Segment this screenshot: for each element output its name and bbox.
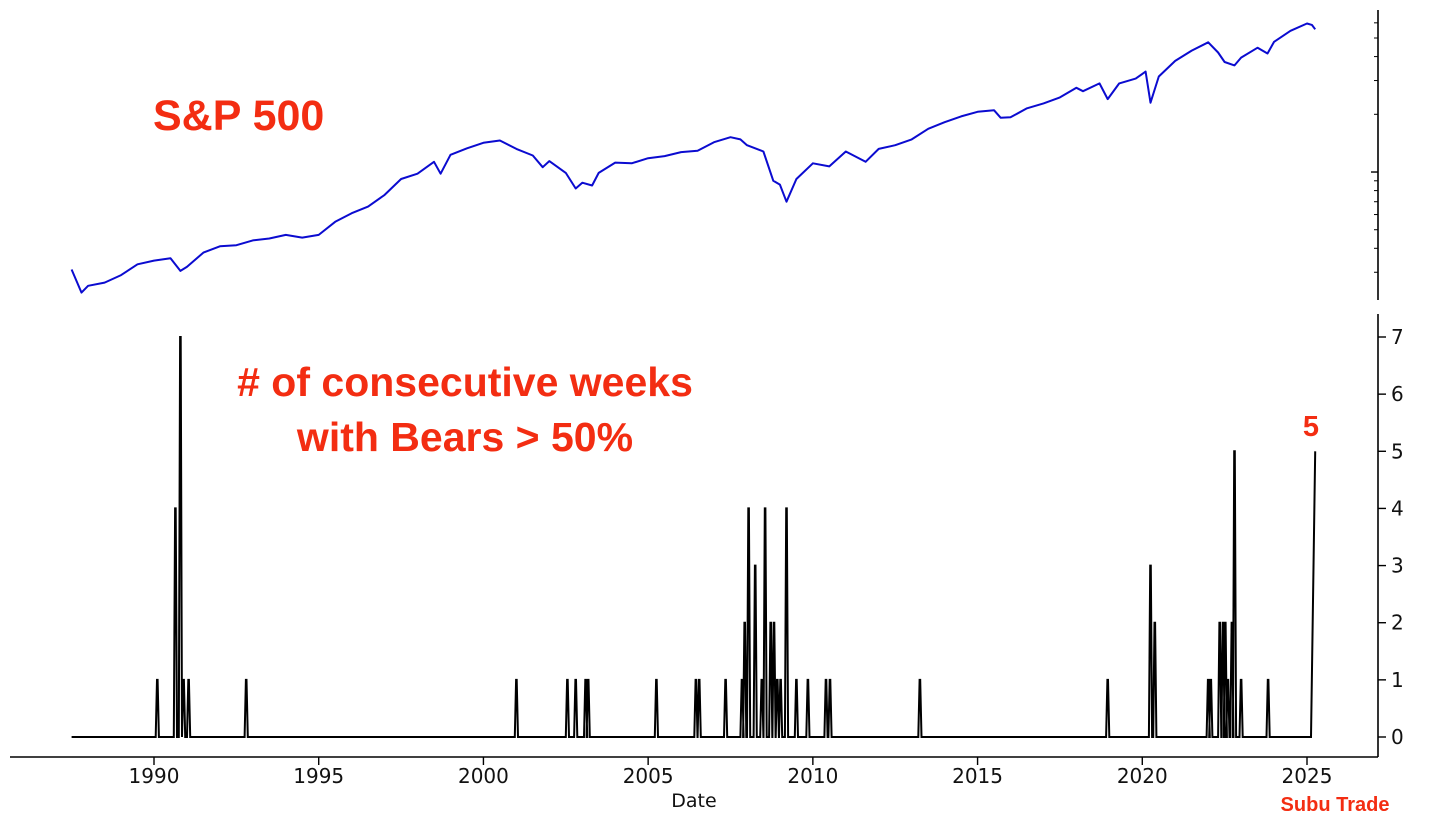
watermark: Subu Trade bbox=[1281, 794, 1390, 816]
sp500-title: S&P 500 bbox=[153, 92, 324, 140]
y-tick-label: 7 bbox=[1391, 325, 1404, 349]
x-tick-label: 2005 bbox=[623, 764, 674, 788]
sp500-line bbox=[70, 22, 1316, 294]
y-tick-label: 6 bbox=[1391, 382, 1404, 406]
x-tick-label: 1990 bbox=[129, 764, 180, 788]
sp500-panel bbox=[70, 10, 1379, 300]
x-tick-label: 2000 bbox=[458, 764, 509, 788]
y-tick-label: 4 bbox=[1391, 496, 1404, 520]
last-value-label: 5 bbox=[1303, 411, 1319, 443]
x-tick-label: 2025 bbox=[1282, 764, 1333, 788]
bears-panel: 1990 1995 2000 2005 2010 2015 2020 2025 0 1 2 3 4 5 6… bbox=[10, 314, 1404, 812]
y-tick-label: 1 bbox=[1391, 668, 1404, 692]
x-tick-label: 2010 bbox=[787, 764, 838, 788]
x-axis-ticks: 1990 1995 2000 2005 2010 2015 2020 2025 bbox=[129, 757, 1333, 788]
y-tick-label: 2 bbox=[1391, 611, 1404, 635]
x-axis-label: Date bbox=[671, 790, 716, 812]
x-tick-label: 2020 bbox=[1117, 764, 1168, 788]
x-tick-label: 1995 bbox=[293, 764, 344, 788]
y-tick-label: 5 bbox=[1391, 439, 1404, 463]
bears-title-line1: # of consecutive weeks bbox=[237, 359, 693, 405]
sp500-y-ticks bbox=[1371, 22, 1378, 273]
bears-count-line bbox=[71, 336, 1317, 738]
x-tick-label: 2015 bbox=[952, 764, 1003, 788]
y-tick-label: 3 bbox=[1391, 554, 1404, 578]
bears-title-line2: with Bears > 50% bbox=[296, 414, 633, 460]
bears-y-ticks: 0 1 2 3 4 5 6 7 bbox=[1378, 325, 1404, 749]
y-tick-label: 0 bbox=[1391, 725, 1404, 749]
